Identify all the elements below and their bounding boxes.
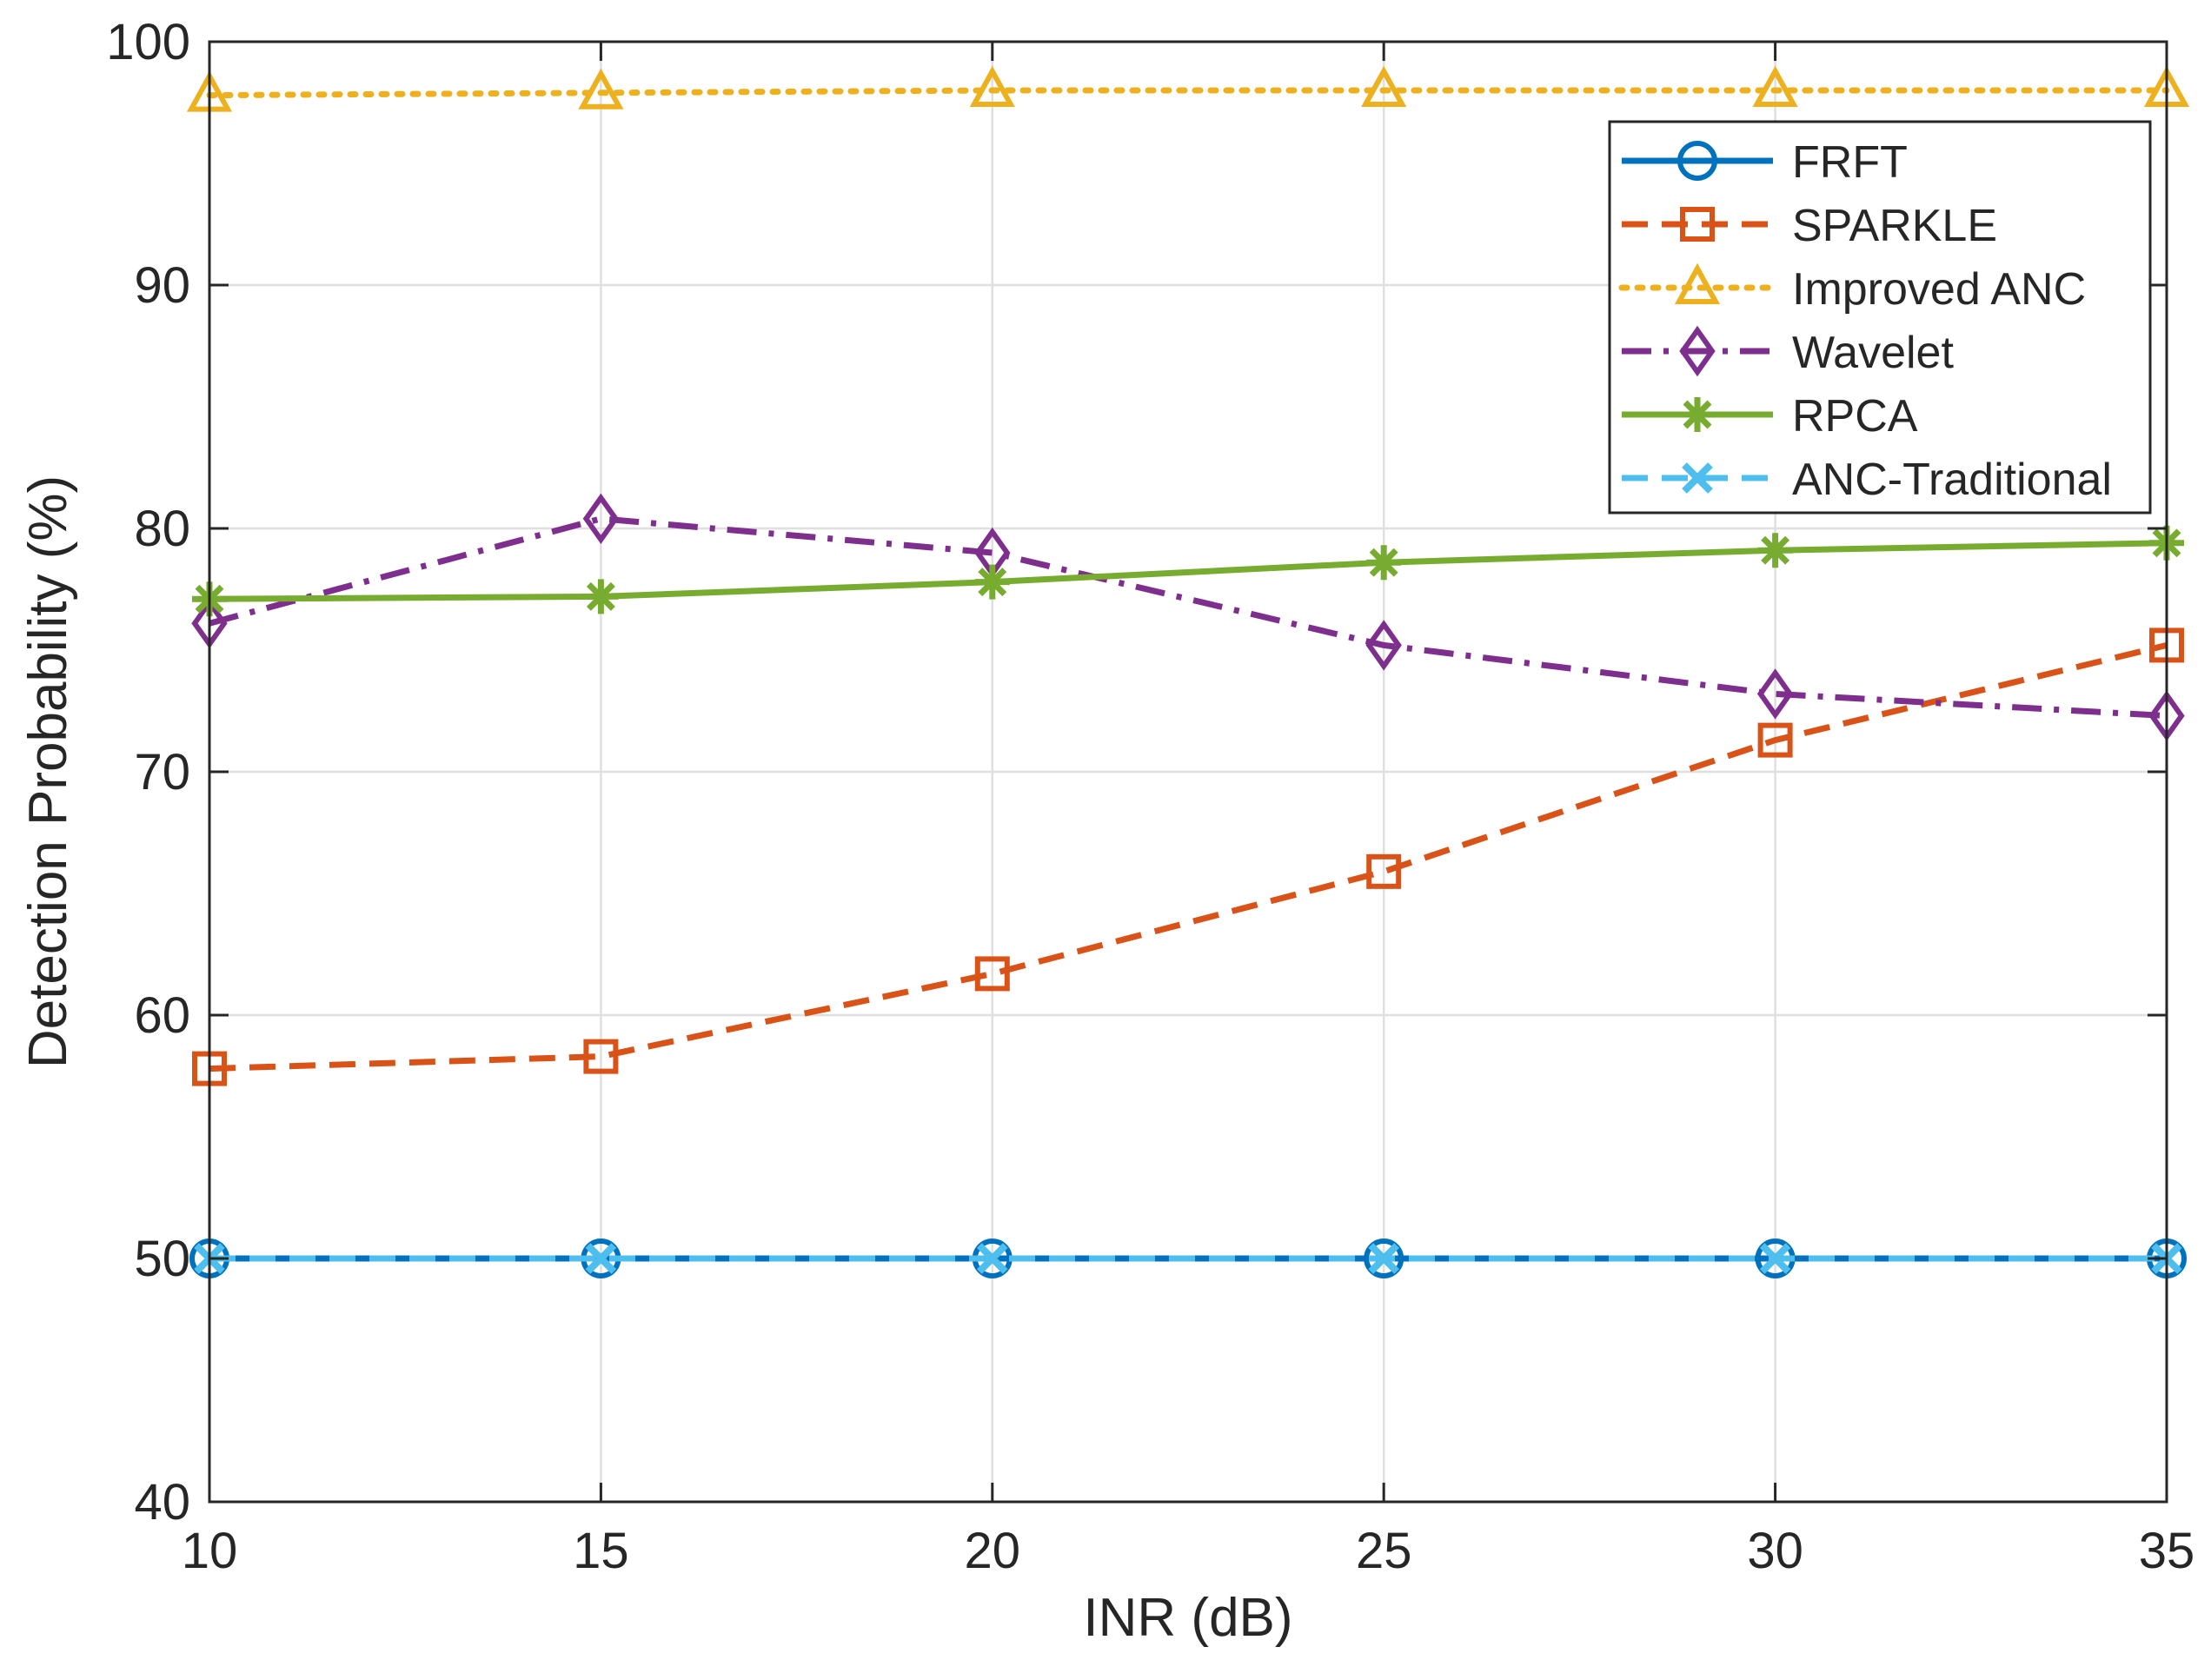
y-axis-label: Detection Probability (%) bbox=[18, 475, 78, 1068]
legend-label-wavelet: Wavelet bbox=[1792, 328, 1954, 378]
data-point-wavelet bbox=[582, 493, 620, 544]
data-point-improved-anc bbox=[578, 68, 624, 110]
x-tick-label: 35 bbox=[2139, 1523, 2195, 1579]
data-point-anc-traditional bbox=[1759, 1243, 1791, 1274]
y-tick-label: 90 bbox=[134, 257, 190, 314]
data-point-anc-traditional bbox=[976, 1243, 1008, 1274]
data-point-improved-anc bbox=[1361, 65, 1407, 107]
series-line-wavelet bbox=[209, 515, 2168, 720]
x-tick-label: 30 bbox=[1747, 1523, 1803, 1579]
data-point-frft bbox=[1364, 1238, 1404, 1278]
data-point-anc-traditional bbox=[1368, 1243, 1400, 1274]
y-tick-label: 70 bbox=[134, 744, 190, 800]
data-point-sparkle bbox=[974, 956, 1010, 992]
data-point-sparkle bbox=[1366, 853, 1402, 889]
x-axis-label: INR (dB) bbox=[1083, 1588, 1292, 1648]
x-tick-label: 10 bbox=[182, 1523, 238, 1579]
series-layer bbox=[186, 65, 2190, 1278]
legend-box bbox=[1608, 120, 2152, 515]
x-tick-label: 15 bbox=[573, 1523, 629, 1579]
y-tick-label: 80 bbox=[134, 501, 190, 557]
series-line-rpca bbox=[209, 540, 2168, 602]
data-point-wavelet bbox=[1756, 668, 1794, 720]
y-tick-label: 40 bbox=[134, 1474, 190, 1531]
x-tick-label: 20 bbox=[965, 1523, 1021, 1579]
legend-label-frft: FRFT bbox=[1792, 137, 1908, 188]
y-tick-label: 100 bbox=[106, 14, 190, 70]
data-point-anc-traditional bbox=[585, 1243, 617, 1274]
data-point-rpca bbox=[1757, 533, 1793, 568]
legend-marker-anc-traditional bbox=[1682, 462, 1713, 494]
data-point-wavelet bbox=[1365, 620, 1402, 671]
x-tick-label: 25 bbox=[1356, 1523, 1412, 1579]
legend-label-improved-anc: Improved ANC bbox=[1792, 264, 2086, 315]
data-point-rpca bbox=[974, 564, 1010, 600]
legend: FRFT SPARKLE Improved ANC Wavelet RPCA ANC-Tr… bbox=[1608, 120, 2152, 515]
legend-label-rpca: RPCA bbox=[1792, 391, 1918, 442]
y-tick-label: 50 bbox=[134, 1231, 190, 1287]
data-point-sparkle bbox=[583, 1039, 619, 1074]
axes bbox=[208, 40, 2168, 1504]
series-rpca bbox=[192, 525, 2184, 617]
tick-labels: 10 15 20 25 30 35 40 50 60 70 80 90 100 bbox=[106, 14, 2194, 1579]
data-point-improved-anc bbox=[1752, 65, 1798, 107]
data-point-rpca bbox=[1366, 545, 1402, 581]
legend-marker-improved-anc bbox=[1674, 262, 1721, 304]
legend-marker-sparkle bbox=[1680, 207, 1715, 242]
legend-label-anc-traditional: ANC-Traditional bbox=[1792, 455, 2112, 505]
series-wavelet bbox=[191, 493, 2185, 741]
data-point-rpca bbox=[583, 579, 619, 614]
legend-marker-frft bbox=[1677, 141, 1717, 181]
y-tick-label: 60 bbox=[134, 987, 190, 1044]
series-line-sparkle bbox=[209, 641, 2168, 1072]
data-point-sparkle bbox=[1757, 722, 1793, 758]
legend-label-sparkle: SPARKLE bbox=[1792, 201, 1997, 251]
series-line-improved-anc bbox=[206, 87, 2170, 99]
series-improved-anc bbox=[186, 65, 2190, 112]
data-point-improved-anc bbox=[969, 65, 1015, 107]
legend-marker-wavelet bbox=[1679, 325, 1716, 377]
plot-area-border bbox=[208, 40, 2168, 1504]
legend-marker-rpca bbox=[1680, 397, 1715, 432]
